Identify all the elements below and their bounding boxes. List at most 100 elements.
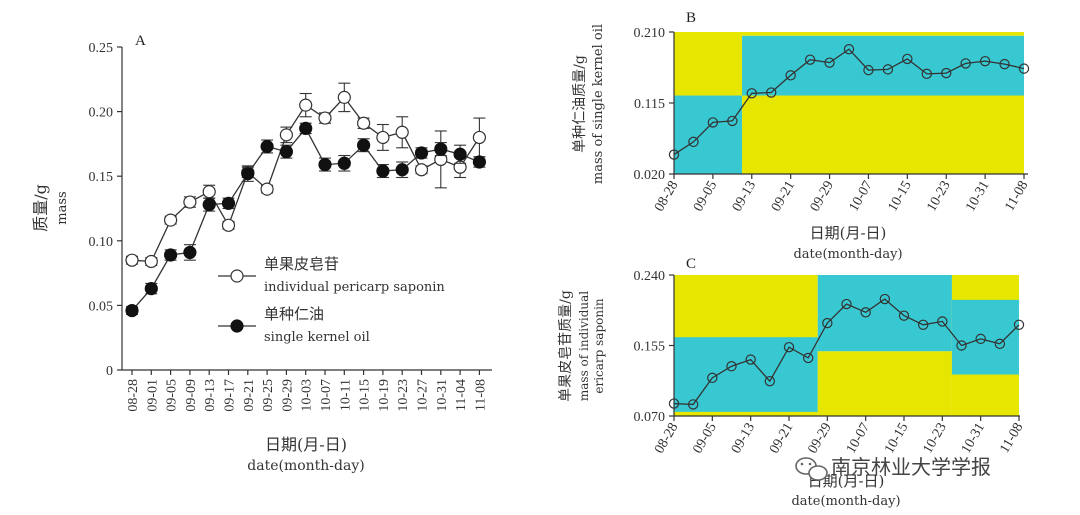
watermark-text: 南京林业大学学报 — [831, 455, 991, 479]
y-tick-label: 0.070 — [634, 410, 666, 425]
x-tick-label: 10-31 — [435, 379, 450, 412]
panel-a-ylabel-en: mass — [55, 191, 70, 224]
data-point — [144, 254, 158, 269]
data-point — [745, 354, 756, 365]
data-point — [202, 198, 216, 212]
data-point — [318, 111, 332, 125]
wechat-icon — [795, 457, 828, 481]
series-line-0 — [673, 48, 1025, 156]
x-tick-label: 10-19 — [377, 379, 392, 412]
data-point — [764, 375, 776, 387]
x-tick-label: 10-07 — [847, 179, 876, 215]
data-point — [941, 67, 952, 79]
x-tick-label: 10-07 — [319, 379, 334, 412]
data-point — [783, 341, 795, 353]
data-point — [863, 64, 874, 76]
panel-a-xlabel-en: date(month-day) — [247, 458, 364, 474]
data-point — [299, 98, 313, 112]
x-tick-label: 09-13 — [203, 379, 218, 412]
data-point — [221, 196, 236, 210]
data-point — [707, 117, 719, 128]
data-point — [746, 88, 757, 99]
data-point — [202, 185, 216, 199]
y-tick-label: 0.10 — [89, 235, 114, 250]
data-point — [453, 147, 467, 161]
x-tick-label: 11-08 — [997, 421, 1026, 456]
data-point — [260, 182, 274, 196]
data-point — [785, 70, 796, 81]
data-point — [395, 163, 409, 177]
x-tick-label: 09-29 — [808, 179, 837, 215]
data-point — [960, 58, 971, 69]
x-tick-label: 08-28 — [652, 179, 681, 215]
y-tick-label: 0.115 — [634, 97, 665, 112]
data-point — [414, 163, 429, 177]
region-yellow-4 — [742, 32, 1024, 36]
x-tick-label: 09-05 — [690, 421, 719, 457]
panel-a: 0 0.05 0.10 0.15 0.20 0.25 08-28 09-01 09-05 09-… — [31, 33, 492, 474]
data-point — [337, 90, 351, 104]
data-point — [357, 138, 371, 152]
x-tick-label: 09-13 — [729, 421, 758, 457]
panel-c-ylabel-en-1: mass of individual — [577, 291, 591, 401]
y-tick-label: 0.25 — [89, 41, 114, 56]
region-yellow-0 — [674, 32, 743, 96]
x-tick-label: 09-21 — [769, 179, 798, 215]
x-tick-label: 09-05 — [165, 379, 180, 412]
data-point — [707, 372, 718, 384]
data-point — [299, 121, 313, 135]
data-point — [882, 64, 894, 75]
data-point — [843, 43, 855, 55]
panel-c-label: C — [686, 256, 696, 272]
data-point — [164, 213, 178, 227]
data-point — [395, 125, 409, 139]
panel-a-xlabel-cn: 日期(月-日) — [265, 435, 347, 454]
x-tick-label: 09-17 — [223, 379, 238, 412]
legend-oil-en: single kernel oil — [264, 330, 370, 345]
region-cyan-3 — [742, 35, 1024, 96]
data-point — [727, 115, 738, 127]
x-tick-label: 09-25 — [261, 379, 276, 412]
x-tick-label: 09-29 — [280, 379, 295, 412]
data-point — [975, 333, 986, 345]
x-tick-label: 09-01 — [145, 379, 160, 412]
region-cyan-2 — [817, 275, 952, 352]
x-tick-label: 10-15 — [882, 421, 911, 457]
x-tick-label: 08-28 — [126, 379, 141, 412]
x-tick-label: 10-23 — [924, 179, 953, 215]
data-point — [260, 139, 274, 154]
watermark: 南京林业大学学报 — [795, 455, 991, 481]
panel-b-ylabel-cn: 单种仁油质量/g — [572, 55, 588, 153]
y-tick-label: 0.15 — [89, 170, 114, 185]
data-point — [144, 282, 158, 296]
data-point — [1013, 319, 1025, 330]
legend-oil-cn: 单种仁油 — [264, 305, 324, 323]
panel-b: 0.020 0.115 0.210 08-28 09-05 09-13 09-21 09-2… — [572, 10, 1031, 262]
x-tick-label: 10-23 — [396, 379, 411, 412]
x-tick-label: 10-31 — [963, 179, 992, 215]
y-tick-label: 0 — [106, 364, 113, 379]
region-cyan-1 — [674, 95, 743, 174]
data-point — [860, 307, 871, 318]
x-tick-label: 10-27 — [416, 379, 431, 412]
data-point — [414, 146, 429, 160]
x-tick-label: 10-15 — [358, 379, 373, 412]
panel-c-xlabel-en: date(month-day) — [791, 494, 900, 509]
data-point — [668, 149, 680, 160]
x-tick-label: 11-08 — [473, 379, 488, 411]
data-point — [279, 145, 293, 159]
series-line-0 — [673, 298, 1020, 406]
legend-marker-oil — [230, 319, 244, 333]
data-point — [898, 310, 910, 321]
x-tick-label: 10-15 — [885, 179, 914, 215]
data-point — [376, 130, 390, 145]
data-point — [318, 157, 332, 172]
panel-c-ylabel-en-2: ericarp saponin — [592, 298, 606, 394]
region-yellow-3 — [817, 351, 952, 416]
x-tick-label: 09-13 — [730, 179, 759, 215]
panel-a-label: A — [135, 33, 146, 49]
data-point — [1018, 63, 1030, 74]
data-point — [822, 317, 833, 329]
data-point — [376, 164, 390, 178]
data-point — [979, 55, 991, 67]
